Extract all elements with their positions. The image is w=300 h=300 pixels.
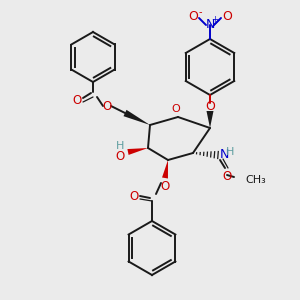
Text: O: O	[172, 104, 180, 114]
Text: O: O	[102, 100, 112, 112]
Text: O: O	[160, 179, 169, 193]
Polygon shape	[206, 111, 214, 128]
Text: H: H	[226, 147, 234, 157]
Text: O: O	[222, 170, 232, 184]
Text: N: N	[220, 148, 230, 161]
Text: O: O	[72, 94, 82, 106]
Text: O: O	[188, 10, 198, 22]
Text: O: O	[129, 190, 139, 203]
Polygon shape	[162, 160, 168, 178]
Text: O: O	[205, 100, 215, 113]
Polygon shape	[128, 148, 148, 155]
Text: CH₃: CH₃	[245, 175, 266, 185]
Text: -: -	[198, 7, 202, 17]
Text: O: O	[116, 151, 124, 164]
Text: N: N	[205, 19, 215, 32]
Text: +: +	[212, 16, 218, 25]
Polygon shape	[124, 110, 150, 125]
Text: O: O	[222, 10, 232, 22]
Text: H: H	[116, 141, 124, 151]
